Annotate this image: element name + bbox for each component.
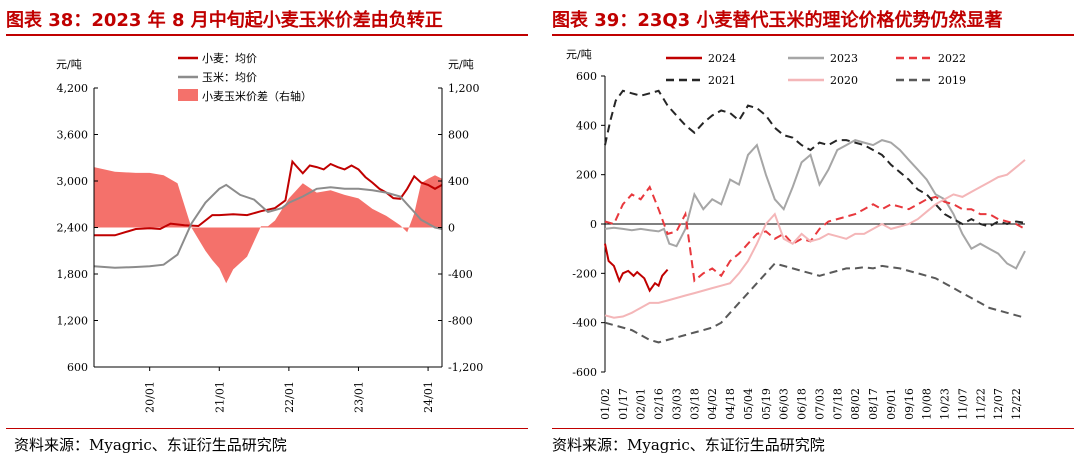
x-tick-label: 21/01 xyxy=(213,381,226,413)
right-chart-x-tick-label: 03/03 xyxy=(670,388,683,420)
left-source-note: 资料来源：Myagric、东证衍生品研究院 xyxy=(14,436,287,454)
right-y-tick-label: 800 xyxy=(448,129,469,142)
right-chart-x-tick-label: 01/02 xyxy=(599,388,612,420)
right-chart-x-tick-label: 12/07 xyxy=(992,388,1005,420)
right-title-rule xyxy=(552,34,1074,36)
left-y-tick-label: 4,200 xyxy=(57,82,89,95)
right-chart-x-tick-label: 04/18 xyxy=(724,388,737,420)
left-y-tick-label: 600 xyxy=(67,361,88,374)
legend-corn-label: 玉米：均价 xyxy=(202,71,257,84)
right-chart-x-tick-label: 01/17 xyxy=(617,388,630,420)
series-line-2019 xyxy=(604,262,1026,344)
right-chart-x-tick-label: 07/18 xyxy=(831,388,844,420)
right-chart-y-tick-label: -400 xyxy=(572,317,597,330)
right-y-axis-label: 元/吨 xyxy=(448,58,474,71)
left-y-tick-label: 1,200 xyxy=(57,315,89,328)
right-chart-y-tick-label: -200 xyxy=(572,267,597,280)
right-chart-y-tick-label: 600 xyxy=(576,70,597,83)
right-chart-x-tick-label: 04/02 xyxy=(706,388,719,420)
legend-label-2021: 2021 xyxy=(708,74,736,87)
right-chart-y-axis-label: 元/吨 xyxy=(566,48,592,61)
legend-spread-label: 小麦玉米价差（右轴） xyxy=(202,89,312,103)
x-tick-label: 22/01 xyxy=(283,381,296,413)
left-title-rule xyxy=(6,34,528,36)
left-y-tick-label: 3,600 xyxy=(57,129,89,142)
series-line-2023 xyxy=(604,139,1026,270)
left-y-tick-label: 2,400 xyxy=(57,222,89,235)
series-line-2022 xyxy=(604,184,1026,283)
right-chart-x-tick-label: 10/23 xyxy=(939,388,952,420)
right-y-tick-label: 400 xyxy=(448,175,469,188)
right-chart-x-tick-label: 05/04 xyxy=(742,388,755,420)
x-tick-label: 20/01 xyxy=(144,381,157,413)
series-line-2024 xyxy=(604,243,669,293)
wheat-price-line xyxy=(94,159,443,237)
right-chart-x-tick-label: 09/16 xyxy=(903,388,916,420)
right-y-tick-label: -1,200 xyxy=(448,361,483,374)
series-line-2020 xyxy=(604,159,1026,319)
legend-label-2024: 2024 xyxy=(708,52,736,65)
legend-label-2020: 2020 xyxy=(830,74,858,87)
corn-price-line xyxy=(93,183,443,269)
right-source-rule xyxy=(552,428,1074,429)
right-chart-x-tick-label: 02/01 xyxy=(635,388,648,420)
right-y-tick-label: -400 xyxy=(448,268,473,281)
legend-label-2023: 2023 xyxy=(830,52,858,65)
right-chart-x-tick-label: 06/18 xyxy=(796,388,809,420)
left-y-tick-label: 1,800 xyxy=(57,268,89,281)
right-chart-x-tick-label: 06/03 xyxy=(778,388,791,420)
left-y-axis-label: 元/吨 xyxy=(56,58,82,71)
legend-label-2022: 2022 xyxy=(938,52,966,65)
right-chart-x-tick-label: 11/07 xyxy=(956,388,969,420)
legend-wheat-label: 小麦：均价 xyxy=(202,52,257,65)
right-chart-y-tick-label: 400 xyxy=(576,119,597,132)
series-line-2021 xyxy=(604,89,1026,228)
right-chart-x-tick-label: 12/22 xyxy=(1010,388,1023,420)
right-chart-x-tick-label: 05/19 xyxy=(760,388,773,420)
spread-area xyxy=(94,167,442,284)
right-chart-y-tick-label: -600 xyxy=(572,366,597,379)
right-y-tick-label: 0 xyxy=(448,222,455,235)
left-y-tick-label: 3,000 xyxy=(57,175,89,188)
right-chart-title: 图表 39：23Q3 小麦替代玉米的理论价格优势仍然显著 xyxy=(552,10,1003,31)
legend-label-2019: 2019 xyxy=(938,74,966,87)
right-chart-x-tick-label: 08/17 xyxy=(867,388,880,420)
left-source-rule xyxy=(6,428,528,429)
right-chart-x-tick-label: 11/22 xyxy=(974,388,987,420)
right-chart-y-tick-label: 0 xyxy=(590,218,597,231)
right-chart-y-tick-label: 200 xyxy=(576,169,597,182)
right-chart-x-tick-label: 09/01 xyxy=(885,388,898,420)
right-chart-x-tick-label: 08/02 xyxy=(849,388,862,420)
x-tick-label: 24/01 xyxy=(422,381,435,413)
right-chart-x-tick-label: 07/03 xyxy=(813,388,826,420)
right-chart-x-tick-label: 10/08 xyxy=(921,388,934,420)
right-y-tick-label: -800 xyxy=(448,315,473,328)
right-chart-x-tick-label: 03/18 xyxy=(688,388,701,420)
left-chart-title: 图表 38：2023 年 8 月中旬起小麦玉米价差由负转正 xyxy=(6,10,443,31)
right-chart-x-tick-label: 02/16 xyxy=(653,388,666,420)
right-source-note: 资料来源：Myagric、东证衍生品研究院 xyxy=(552,436,825,454)
right-y-tick-label: 1,200 xyxy=(448,82,480,95)
legend-spread-swatch xyxy=(178,89,198,101)
x-tick-label: 23/01 xyxy=(352,381,365,413)
